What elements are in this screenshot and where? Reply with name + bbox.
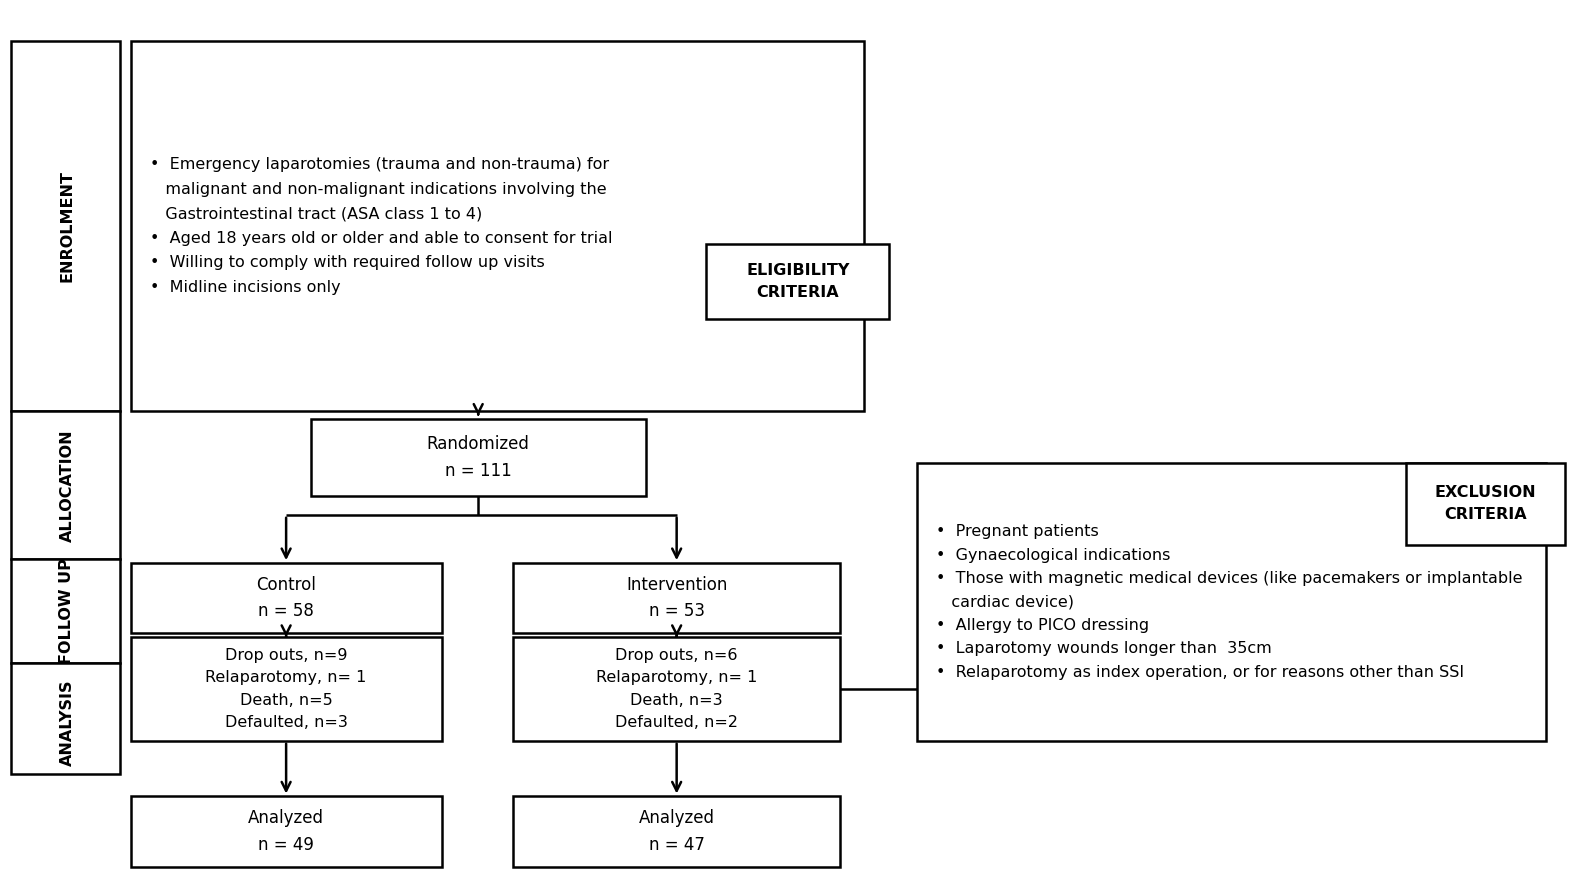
Text: ENROLMENT: ENROLMENT [59, 170, 75, 282]
Bar [917, 463, 1546, 741]
Bar [706, 244, 889, 318]
Bar [11, 41, 120, 411]
Bar [11, 559, 120, 663]
Bar [1406, 463, 1565, 544]
Bar [131, 563, 442, 633]
Text: Analyzed
n = 47: Analyzed n = 47 [639, 809, 714, 853]
Text: Drop outs, n=6
Relaparotomy, n= 1
Death, n=3
Defaulted, n=2: Drop outs, n=6 Relaparotomy, n= 1 Death,… [596, 648, 757, 730]
Text: Randomized
n = 111: Randomized n = 111 [427, 436, 529, 480]
Bar [513, 797, 840, 867]
Text: ALLOCATION: ALLOCATION [59, 428, 75, 541]
Text: FOLLOW UP: FOLLOW UP [59, 558, 75, 664]
Bar [513, 563, 840, 633]
Text: Analyzed
n = 49: Analyzed n = 49 [249, 809, 324, 853]
Text: ELIGIBILITY
CRITERIA: ELIGIBILITY CRITERIA [746, 263, 850, 300]
Text: Drop outs, n=9
Relaparotomy, n= 1
Death, n=5
Defaulted, n=3: Drop outs, n=9 Relaparotomy, n= 1 Death,… [206, 648, 367, 730]
Bar [131, 637, 442, 741]
Bar [513, 637, 840, 741]
Text: •  Emergency laparotomies (trauma and non-trauma) for
   malignant and non-malig: • Emergency laparotomies (trauma and non… [150, 157, 612, 295]
Bar [11, 663, 120, 774]
Text: Control
n = 58: Control n = 58 [257, 576, 316, 621]
Text: ANALYSIS: ANALYSIS [59, 679, 75, 765]
Bar [131, 797, 442, 867]
Bar [11, 411, 120, 559]
Text: Intervention
n = 53: Intervention n = 53 [626, 576, 727, 621]
Bar [131, 41, 864, 411]
Text: EXCLUSION
CRITERIA: EXCLUSION CRITERIA [1435, 485, 1537, 523]
Bar [311, 419, 646, 496]
Text: •  Pregnant patients
•  Gynaecological indications
•  Those with magnetic medica: • Pregnant patients • Gynaecological ind… [936, 525, 1522, 679]
